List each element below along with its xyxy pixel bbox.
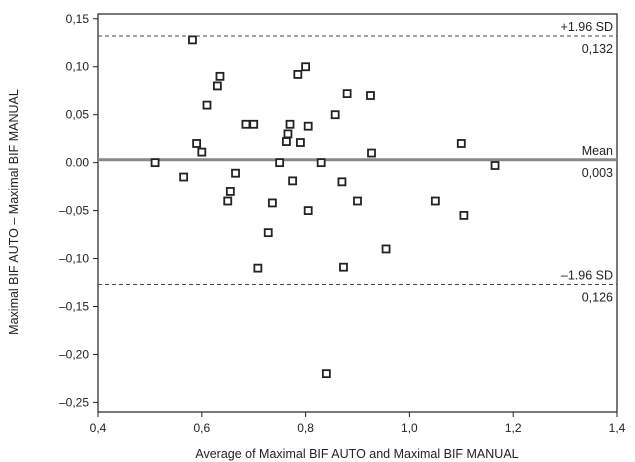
data-point [283, 129, 293, 139]
data-point [381, 244, 391, 254]
data-point [225, 187, 235, 196]
data-point [150, 158, 160, 168]
plot-frame [97, 13, 618, 413]
data-point [197, 147, 207, 157]
data-point [303, 121, 313, 131]
y-tick-label: 0.00 [66, 156, 90, 170]
data-point [330, 110, 340, 120]
data-point [263, 228, 273, 238]
data-point [342, 89, 352, 98]
y-tick-label: 0,05 [66, 108, 90, 122]
reference-line-value: 0,003 [582, 166, 613, 180]
x-tick-label: 1,4 [609, 421, 626, 435]
data-point [316, 158, 326, 168]
data-point [285, 119, 295, 129]
y-tick-label: 0,15 [66, 12, 90, 26]
data-point [353, 196, 362, 206]
data-point [241, 119, 251, 129]
data-point [293, 70, 303, 79]
reference-line-label: –1.96 SD [561, 268, 613, 282]
y-tick-label: 0,10 [66, 60, 90, 74]
data-point [459, 210, 469, 220]
x-tick-label: 0,4 [90, 421, 107, 435]
x-tick-label: 1,2 [505, 421, 522, 435]
data-point [301, 62, 311, 72]
reference-line-label: Mean [582, 144, 613, 158]
data-point [296, 138, 305, 147]
data-point [231, 168, 240, 178]
x-tick-label: 0,6 [193, 421, 210, 435]
data-point [366, 91, 375, 100]
reference-line-value: 0,126 [582, 290, 613, 304]
data-point [337, 177, 347, 187]
data-point [223, 196, 233, 206]
data-point [212, 81, 222, 91]
data-point [192, 139, 202, 148]
data-point [215, 71, 225, 81]
data-point [367, 148, 376, 158]
data-point [267, 198, 277, 208]
data-point [179, 172, 189, 182]
data-point [339, 262, 348, 272]
data-point [430, 196, 440, 206]
data-point [303, 206, 313, 216]
plot-area [97, 13, 618, 413]
data-point [253, 263, 263, 273]
reference-line-value: 0,132 [582, 42, 613, 56]
data-point [202, 100, 212, 110]
reference-line-label: +1.96 SD [561, 20, 613, 34]
y-tick-label: –0,15 [59, 300, 89, 314]
x-tick-label: 1,0 [401, 421, 418, 435]
data-point [456, 139, 466, 148]
reference-lines: +1.96 SD 0,132 Mean 0,003 –1.96 SD 0,126 [98, 20, 617, 304]
y-tick-label: –0,20 [59, 347, 89, 361]
y-tick-label: –0,10 [59, 252, 89, 266]
data-point [321, 369, 331, 379]
y-axis: 0,15 0,10 0,05 0.00 –0,05 –0,10 –0,15 –0,20 –0,2… [59, 12, 98, 409]
data-point [281, 137, 291, 146]
data-point [288, 176, 298, 186]
y-tick-label: –0,05 [59, 204, 89, 218]
data-point [249, 119, 259, 129]
data-point [188, 35, 197, 45]
data-point [275, 158, 285, 168]
x-axis: 0,4 0,6 0,8 1,0 1,2 1,4 [90, 412, 626, 435]
y-tick-label: –0,25 [59, 395, 89, 409]
x-axis-title: Average of Maximal BIF AUTO and Maximal … [195, 447, 518, 461]
y-axis-title: Maximal BIF AUTO – Maximal BIF MANUAL [7, 89, 21, 335]
data-point [490, 161, 500, 170]
x-tick-label: 0,8 [297, 421, 314, 435]
data-points [150, 35, 500, 379]
